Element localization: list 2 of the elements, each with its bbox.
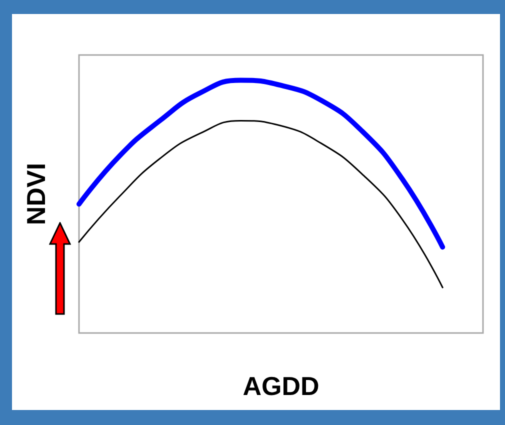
y-axis-title: NDVI	[21, 162, 51, 226]
x-axis-title: AGDD	[242, 371, 320, 401]
